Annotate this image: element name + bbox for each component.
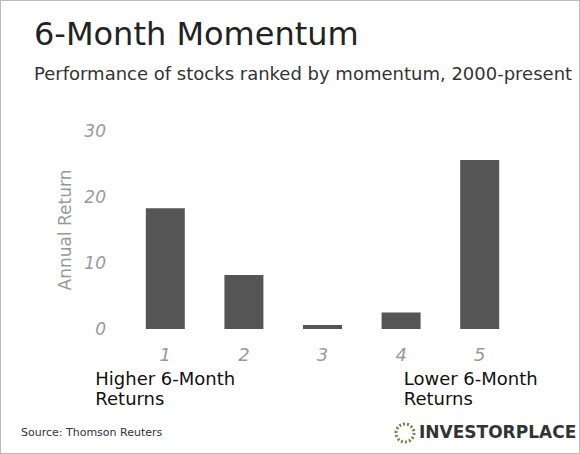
- svg-text:5: 5: [474, 344, 485, 365]
- svg-text:Performance of stocks ranked b: Performance of stocks ranked by momentum…: [34, 63, 572, 84]
- svg-text:Annual Return: Annual Return: [55, 170, 75, 291]
- svg-text:2: 2: [238, 344, 249, 365]
- svg-text:Higher 6-Month: Higher 6-Month: [95, 368, 235, 389]
- svg-text:3: 3: [317, 344, 328, 365]
- svg-text:Returns: Returns: [404, 388, 473, 409]
- svg-text:Source: Thomson Reuters: Source: Thomson Reuters: [21, 426, 163, 439]
- svg-text:Returns: Returns: [95, 388, 164, 409]
- svg-text:Lower 6-Month: Lower 6-Month: [404, 368, 538, 389]
- svg-text:1: 1: [160, 344, 171, 365]
- svg-text:20: 20: [84, 187, 106, 207]
- svg-text:INVESTORPLACE: INVESTORPLACE: [419, 422, 576, 442]
- svg-text:6-Month Momentum: 6-Month Momentum: [34, 15, 359, 53]
- svg-text:10: 10: [84, 253, 106, 273]
- svg-text:4: 4: [395, 344, 406, 365]
- svg-text:30: 30: [84, 121, 106, 141]
- svg-text:0: 0: [95, 319, 106, 339]
